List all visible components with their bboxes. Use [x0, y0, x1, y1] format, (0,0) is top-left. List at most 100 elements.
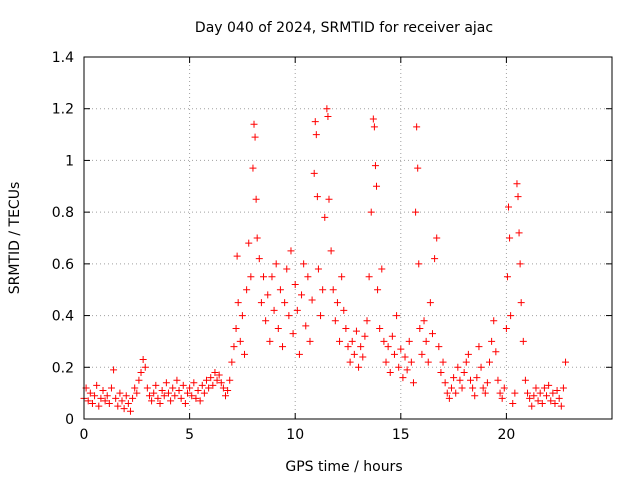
data-point: [298, 291, 306, 299]
x-tick-label: 5: [185, 427, 194, 443]
data-point: [426, 299, 434, 307]
data-point: [236, 337, 244, 345]
data-point: [101, 397, 109, 405]
data-point: [287, 247, 295, 255]
data-point: [188, 392, 196, 400]
data-point: [496, 389, 504, 397]
data-point: [97, 394, 105, 402]
data-point: [156, 399, 164, 407]
data-point: [475, 343, 483, 351]
data-point: [338, 273, 346, 281]
data-point: [243, 286, 251, 294]
data-point: [437, 368, 445, 376]
data-point: [99, 387, 107, 395]
data-point: [274, 325, 282, 332]
data-point: [514, 193, 522, 201]
data-point: [230, 343, 238, 351]
data-point: [412, 208, 420, 216]
data-point: [262, 317, 270, 325]
data-point: [502, 325, 510, 332]
data-point: [405, 337, 413, 345]
data-point: [369, 115, 377, 123]
data-point: [192, 394, 200, 402]
data-point: [431, 255, 439, 263]
data-point: [154, 394, 162, 402]
data-point: [91, 392, 99, 400]
data-point: [95, 402, 103, 410]
data-point: [329, 286, 337, 294]
data-point: [160, 392, 168, 400]
data-point: [503, 273, 511, 281]
data-point: [519, 337, 527, 345]
data-point: [507, 312, 515, 320]
data-point: [323, 105, 331, 113]
data-point: [443, 389, 451, 397]
data-point: [549, 389, 557, 397]
data-point: [526, 394, 534, 402]
data-point: [228, 358, 236, 366]
grid-layer: [84, 57, 612, 419]
data-point: [217, 379, 225, 387]
data-point: [363, 317, 371, 325]
data-point: [462, 358, 470, 366]
data-point: [252, 195, 260, 203]
y-tick-label: 0: [65, 412, 74, 428]
x-tick-label: 0: [80, 427, 89, 443]
y-tick-label: 0.6: [52, 257, 74, 273]
data-point: [384, 343, 392, 351]
data-point: [233, 252, 241, 260]
data-point: [291, 281, 299, 289]
data-point: [310, 169, 318, 177]
x-tick-label: 20: [497, 427, 515, 443]
data-point: [346, 358, 354, 366]
data-point: [311, 118, 319, 126]
data-point: [222, 392, 230, 400]
data-point: [194, 387, 202, 395]
data-point: [464, 350, 472, 358]
data-point: [293, 306, 301, 314]
data-point: [511, 389, 519, 397]
data-point: [308, 296, 316, 304]
data-point: [139, 356, 147, 364]
data-point: [466, 376, 474, 384]
data-point: [177, 394, 185, 402]
data-point: [124, 399, 132, 407]
data-point: [257, 299, 265, 307]
data-point: [382, 358, 390, 366]
data-point: [148, 397, 156, 405]
data-marks: [80, 105, 570, 415]
data-point: [198, 381, 206, 389]
data-point: [150, 389, 158, 397]
data-point: [454, 363, 462, 371]
data-point: [361, 332, 369, 340]
data-point: [376, 325, 384, 332]
data-point: [88, 399, 96, 407]
data-point: [399, 374, 407, 382]
data-point: [283, 265, 291, 273]
data-point: [494, 376, 502, 384]
data-point: [135, 376, 143, 384]
data-point: [374, 286, 382, 294]
data-point: [488, 337, 496, 345]
data-point: [270, 306, 278, 314]
data-point: [129, 394, 137, 402]
data-point: [200, 389, 208, 397]
data-point: [422, 337, 430, 345]
data-point: [469, 384, 477, 392]
data-point: [314, 265, 322, 273]
data-point: [441, 379, 449, 387]
data-point: [276, 286, 284, 294]
data-point: [321, 213, 329, 221]
data-point: [340, 306, 348, 314]
data-point: [373, 182, 381, 190]
data-point: [357, 343, 365, 351]
data-point: [540, 384, 548, 392]
data-point: [281, 299, 289, 307]
data-point: [279, 343, 287, 351]
data-point: [413, 123, 421, 131]
data-point: [179, 381, 187, 389]
data-point: [313, 193, 321, 201]
data-point: [158, 387, 166, 395]
data-point: [327, 247, 335, 255]
data-point: [534, 397, 542, 405]
